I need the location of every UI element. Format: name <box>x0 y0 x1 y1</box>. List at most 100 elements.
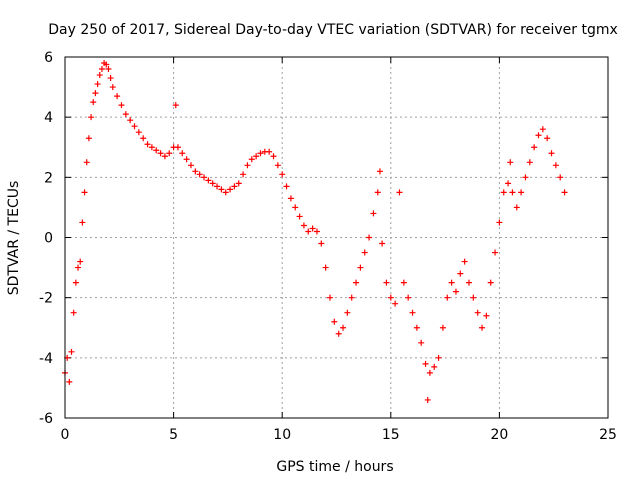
data-point <box>222 189 229 196</box>
data-point <box>326 294 333 301</box>
data-point <box>148 144 155 151</box>
data-point <box>448 279 455 286</box>
data-point <box>500 189 507 196</box>
data-point <box>90 99 97 106</box>
data-point <box>161 153 168 160</box>
y-tick-label: -4 <box>39 351 53 367</box>
data-point <box>457 270 464 277</box>
data-point <box>122 111 129 118</box>
data-point <box>79 219 86 226</box>
data-point <box>335 330 342 337</box>
data-point <box>507 159 514 166</box>
data-point <box>405 294 412 301</box>
data-point <box>392 300 399 307</box>
data-point <box>305 228 312 235</box>
data-point <box>257 150 264 157</box>
data-point <box>505 180 512 187</box>
axis-ticks: 0 5 10 15 20 25 -6 -4 -2 0 2 4 6 <box>39 50 617 443</box>
data-point <box>461 258 468 265</box>
data-point <box>72 279 79 286</box>
data-point <box>81 189 88 196</box>
data-point <box>135 129 142 136</box>
data-point <box>274 162 281 169</box>
data-point <box>331 318 338 325</box>
data-point <box>557 174 564 181</box>
data-point <box>552 162 559 169</box>
x-tick-label: 25 <box>599 427 617 443</box>
data-point <box>374 189 381 196</box>
x-tick-label: 10 <box>273 427 291 443</box>
data-point <box>98 66 105 73</box>
data-point <box>300 222 307 229</box>
data-point <box>531 144 538 151</box>
data-point <box>166 150 173 157</box>
y-tick-label: 0 <box>44 231 53 247</box>
data-point <box>513 204 520 211</box>
data-point <box>522 174 529 181</box>
data-point <box>396 189 403 196</box>
data-point <box>253 153 260 160</box>
y-tick-label: 4 <box>44 110 53 126</box>
data-point <box>340 324 347 331</box>
data-point <box>492 249 499 256</box>
data-point <box>83 159 90 166</box>
data-point <box>283 183 290 190</box>
data-point <box>231 183 238 190</box>
data-point <box>426 369 433 376</box>
data-point <box>118 102 125 109</box>
data-point <box>214 183 221 190</box>
data-point <box>561 189 568 196</box>
data-point <box>539 126 546 133</box>
data-point <box>127 117 134 124</box>
data-point <box>465 279 472 286</box>
data-point <box>157 150 164 157</box>
data-point <box>109 84 116 91</box>
data-point <box>107 75 114 82</box>
data-point <box>196 171 203 178</box>
data-point <box>452 288 459 295</box>
data-point <box>140 135 147 142</box>
data-point <box>348 294 355 301</box>
data-point <box>192 168 199 175</box>
data-point <box>266 148 273 155</box>
data-point <box>70 309 77 316</box>
data-point <box>240 171 247 178</box>
data-point <box>318 240 325 247</box>
data-point <box>413 324 420 331</box>
data-point <box>201 174 208 181</box>
data-point <box>400 279 407 286</box>
data-point <box>96 72 103 79</box>
plot-frame <box>64 56 609 419</box>
data-point <box>248 156 255 163</box>
data-point <box>279 171 286 178</box>
data-point <box>309 225 316 232</box>
y-tick-label: -6 <box>39 411 53 427</box>
data-point <box>370 210 377 217</box>
data-point <box>418 339 425 346</box>
data-point <box>287 195 294 202</box>
data-point <box>235 180 242 187</box>
x-tick-label: 0 <box>61 427 70 443</box>
data-point <box>439 324 446 331</box>
y-axis-label: SDTVAR / TECUs <box>6 181 22 296</box>
data-point <box>94 81 101 88</box>
data-point <box>424 396 431 403</box>
data-point <box>292 204 299 211</box>
data-point <box>131 123 138 130</box>
data-point <box>470 294 477 301</box>
data-point <box>296 213 303 220</box>
data-point <box>179 150 186 157</box>
data-point <box>357 264 364 271</box>
x-tick-label: 5 <box>169 427 178 443</box>
data-point <box>509 189 516 196</box>
data-point <box>387 294 394 301</box>
data-point <box>376 168 383 175</box>
data-point <box>383 279 390 286</box>
data-points <box>62 60 568 403</box>
data-point <box>322 264 329 271</box>
data-point <box>187 162 194 169</box>
data-point <box>114 93 121 100</box>
data-point <box>270 153 277 160</box>
data-point <box>218 186 225 193</box>
